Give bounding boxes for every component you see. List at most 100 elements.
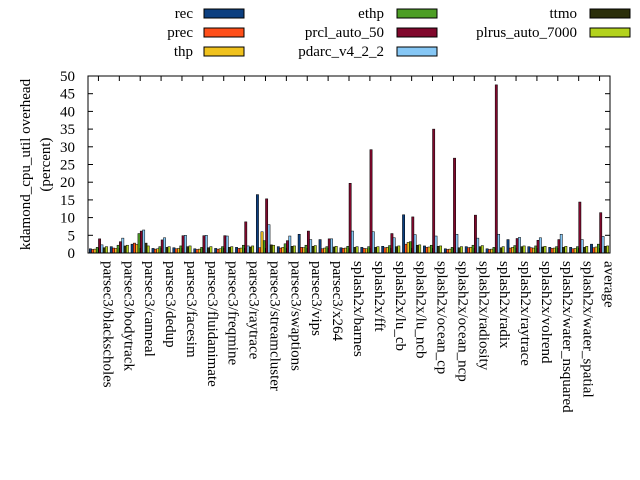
bar — [184, 235, 187, 254]
y-tick-label: 20 — [60, 175, 75, 191]
bar — [186, 246, 190, 254]
bars — [88, 76, 610, 254]
legend-item: thp — [174, 44, 245, 60]
bar — [237, 248, 241, 254]
bar — [193, 248, 197, 254]
bar — [385, 247, 389, 254]
bar — [478, 246, 482, 254]
bar — [499, 247, 503, 254]
bar — [290, 246, 294, 254]
bar — [474, 214, 477, 254]
bar — [543, 246, 547, 254]
bar — [594, 246, 598, 254]
bar — [228, 247, 231, 254]
bar — [248, 246, 252, 254]
bar — [188, 245, 192, 254]
bar — [485, 248, 489, 254]
bar — [497, 233, 501, 254]
bar — [344, 247, 347, 254]
bar — [434, 235, 438, 254]
bar — [455, 233, 459, 254]
bar — [552, 247, 556, 254]
bar-group — [590, 212, 610, 254]
bar — [195, 249, 199, 254]
bar — [506, 239, 510, 254]
bar — [550, 248, 554, 254]
bar — [109, 246, 113, 254]
legend-item: plrus_auto_7000 — [476, 25, 631, 41]
bar — [251, 245, 255, 254]
bar — [397, 245, 401, 254]
bar — [374, 247, 378, 254]
bar — [267, 224, 271, 254]
bar — [313, 245, 317, 254]
x-axis-tick-labels: parsec3/blackscholes parsec3/bodytrack par… — [99, 261, 616, 413]
bar — [207, 247, 210, 254]
bar — [153, 248, 157, 254]
bar — [332, 246, 336, 254]
bar-group — [402, 214, 422, 254]
bar — [415, 244, 419, 254]
y-tick-label: 25 — [60, 158, 75, 174]
x-tick-label: parsec3/blackscholes — [99, 261, 115, 388]
bar — [102, 247, 106, 254]
bar — [146, 245, 150, 254]
x-tick-label: parsec3/streamcluster — [266, 261, 282, 391]
y-tick-label: 40 — [60, 104, 75, 120]
bar — [529, 247, 533, 254]
bar-group — [88, 238, 108, 254]
legend-label: prec — [167, 25, 193, 41]
bar — [527, 246, 531, 254]
y-axis-label-line: kdamond_cpu_util overhead — [18, 78, 34, 250]
bar — [404, 243, 408, 254]
bar — [276, 246, 280, 254]
bar — [272, 244, 275, 254]
y-tick-label: 5 — [68, 228, 76, 244]
bar — [562, 247, 565, 254]
bar — [112, 247, 115, 254]
bar — [300, 247, 303, 254]
bar — [260, 231, 264, 254]
y-tick-label: 30 — [60, 140, 75, 156]
x-tick-label: parsec3/bodytrack — [120, 261, 136, 371]
x-tick-label: splash2x/fft — [371, 261, 387, 332]
bar — [578, 201, 582, 254]
legend-item: ttmo — [549, 6, 631, 22]
bar — [142, 229, 146, 254]
bar — [520, 246, 524, 254]
y-tick-label: 15 — [60, 193, 75, 209]
bar — [522, 245, 526, 254]
bar-group — [569, 201, 589, 254]
bar — [105, 246, 108, 254]
legend-swatch — [396, 8, 438, 19]
bar — [541, 246, 545, 254]
bar — [302, 247, 306, 254]
bar — [569, 247, 573, 254]
bar — [402, 214, 405, 254]
bar — [218, 248, 222, 254]
x-tick-label: parsec3/vips — [308, 261, 324, 336]
bar — [583, 247, 586, 254]
bar — [144, 242, 148, 254]
bar — [365, 248, 368, 254]
bar — [151, 248, 155, 254]
x-tick-label: splash2x/radiosity — [475, 261, 491, 371]
bar — [573, 248, 577, 254]
bar — [383, 247, 387, 254]
bar — [297, 233, 301, 254]
bar — [501, 246, 505, 254]
legend-swatch — [589, 8, 631, 19]
y-tick-label: 50 — [60, 69, 75, 85]
bar — [480, 245, 484, 254]
bar — [580, 239, 584, 254]
legend-label: pdarc_v4_2_2 — [298, 44, 384, 60]
bar — [392, 237, 396, 254]
bar — [330, 238, 333, 254]
bar — [395, 246, 398, 254]
legend-swatch — [203, 46, 245, 57]
bar — [559, 233, 563, 254]
bar — [174, 248, 178, 254]
bar — [197, 248, 201, 254]
bar — [376, 246, 380, 254]
bar — [548, 247, 552, 254]
